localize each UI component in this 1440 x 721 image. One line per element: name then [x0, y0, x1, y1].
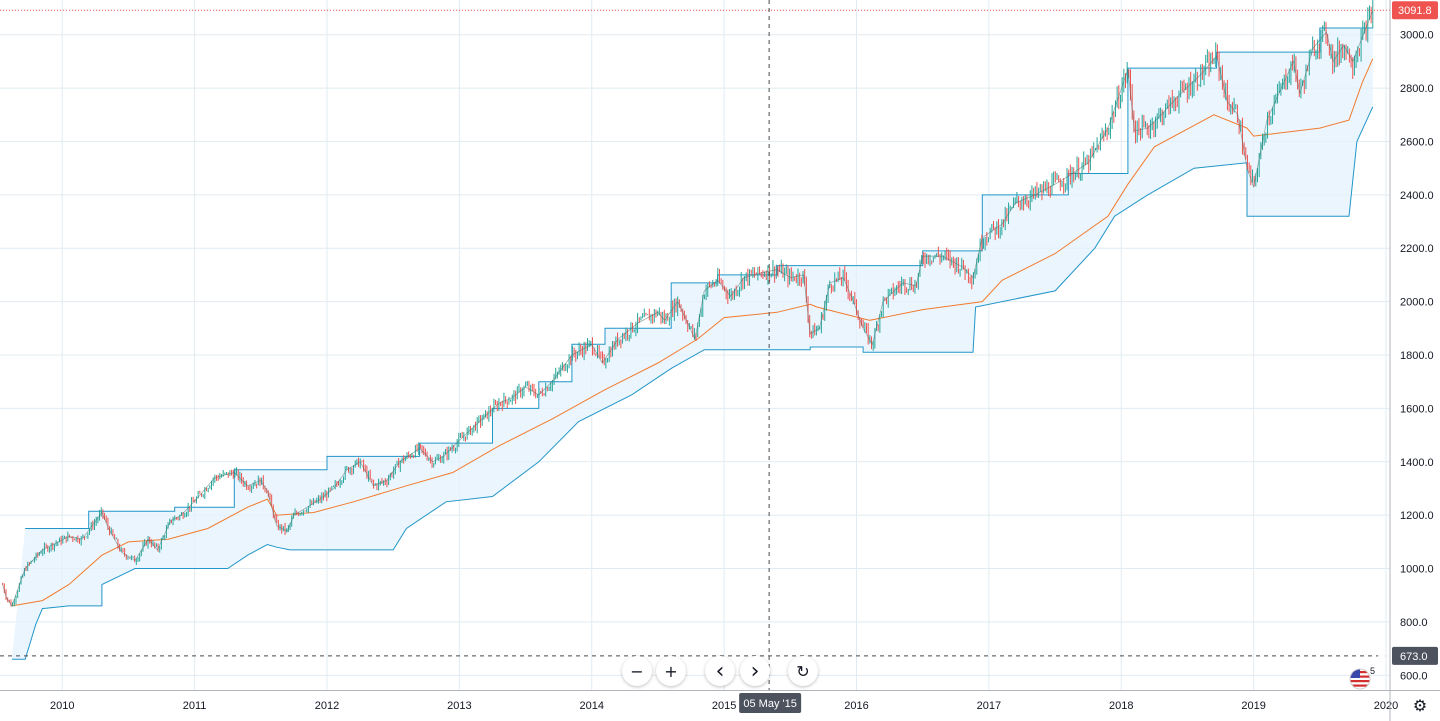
flag-badge-count: 5	[1370, 666, 1375, 676]
zoom-in-button[interactable]: +	[656, 656, 686, 686]
us-flag-icon[interactable]: 5	[1348, 666, 1375, 690]
x-tick-label: 2013	[447, 700, 471, 712]
upper-band-line	[25, 27, 1373, 529]
x-tick-label: 2017	[977, 700, 1001, 712]
reset-icon: ↻	[796, 661, 810, 681]
y-tick-label: 800.0	[1400, 617, 1428, 629]
x-tick-label: 2012	[315, 700, 339, 712]
chevron-left-icon: ‹	[715, 658, 725, 684]
middle-line	[11, 58, 1374, 607]
x-tick-label: 2018	[1109, 700, 1133, 712]
y-tick-label: 1600.0	[1400, 403, 1434, 415]
y-tick-label: 3000.0	[1400, 30, 1434, 42]
y-tick-label: 1000.0	[1400, 564, 1434, 576]
last-price-label: 3091.8	[1398, 5, 1432, 17]
y-tick-label: 2000.0	[1400, 297, 1434, 309]
y-tick-label: 1200.0	[1400, 510, 1434, 522]
reset-chart-button[interactable]: ↻	[788, 656, 818, 686]
crosshair-date-badge	[739, 693, 802, 713]
crosshair-date-label: 05 May '15	[743, 698, 796, 710]
gear-icon[interactable]: ⚙	[1412, 695, 1428, 715]
crosshair-price-label: 673.0	[1400, 651, 1428, 663]
minus-icon: −	[630, 661, 644, 681]
zoom-out-button[interactable]: −	[622, 656, 652, 686]
plus-icon: +	[664, 661, 678, 681]
band-area	[11, 27, 1374, 660]
y-tick-label: 1800.0	[1400, 350, 1434, 362]
x-tick-label: 2020	[1374, 700, 1398, 712]
scroll-right-button[interactable]: ›	[740, 656, 770, 686]
price-series	[2, 0, 1374, 607]
y-tick-label: 2600.0	[1400, 136, 1434, 148]
y-tick-label: 1400.0	[1400, 457, 1434, 469]
band-fill	[11, 28, 1373, 660]
x-tick-label: 2019	[1241, 700, 1265, 712]
x-tick-label: 2010	[50, 700, 74, 712]
price-path	[2, 10, 1374, 607]
y-tick-label: 2200.0	[1400, 243, 1434, 255]
lower-band-line	[11, 106, 1374, 660]
x-tick-label: 2014	[580, 700, 604, 712]
crosshair-price-badge	[1392, 646, 1438, 665]
x-tick-label: 2015	[712, 700, 736, 712]
scroll-left-button[interactable]: ‹	[705, 656, 735, 686]
crosshair-plus-hit	[1374, 647, 1392, 665]
x-tick-label: 2016	[844, 700, 868, 712]
x-tick-label: 2011	[183, 700, 207, 712]
y-tick-label: 600.0	[1400, 670, 1428, 682]
chevron-right-icon: ›	[750, 658, 760, 684]
y-tick-label: 2400.0	[1400, 190, 1434, 202]
last-price-badge	[1392, 1, 1438, 20]
y-tick-label: 2800.0	[1400, 83, 1434, 95]
